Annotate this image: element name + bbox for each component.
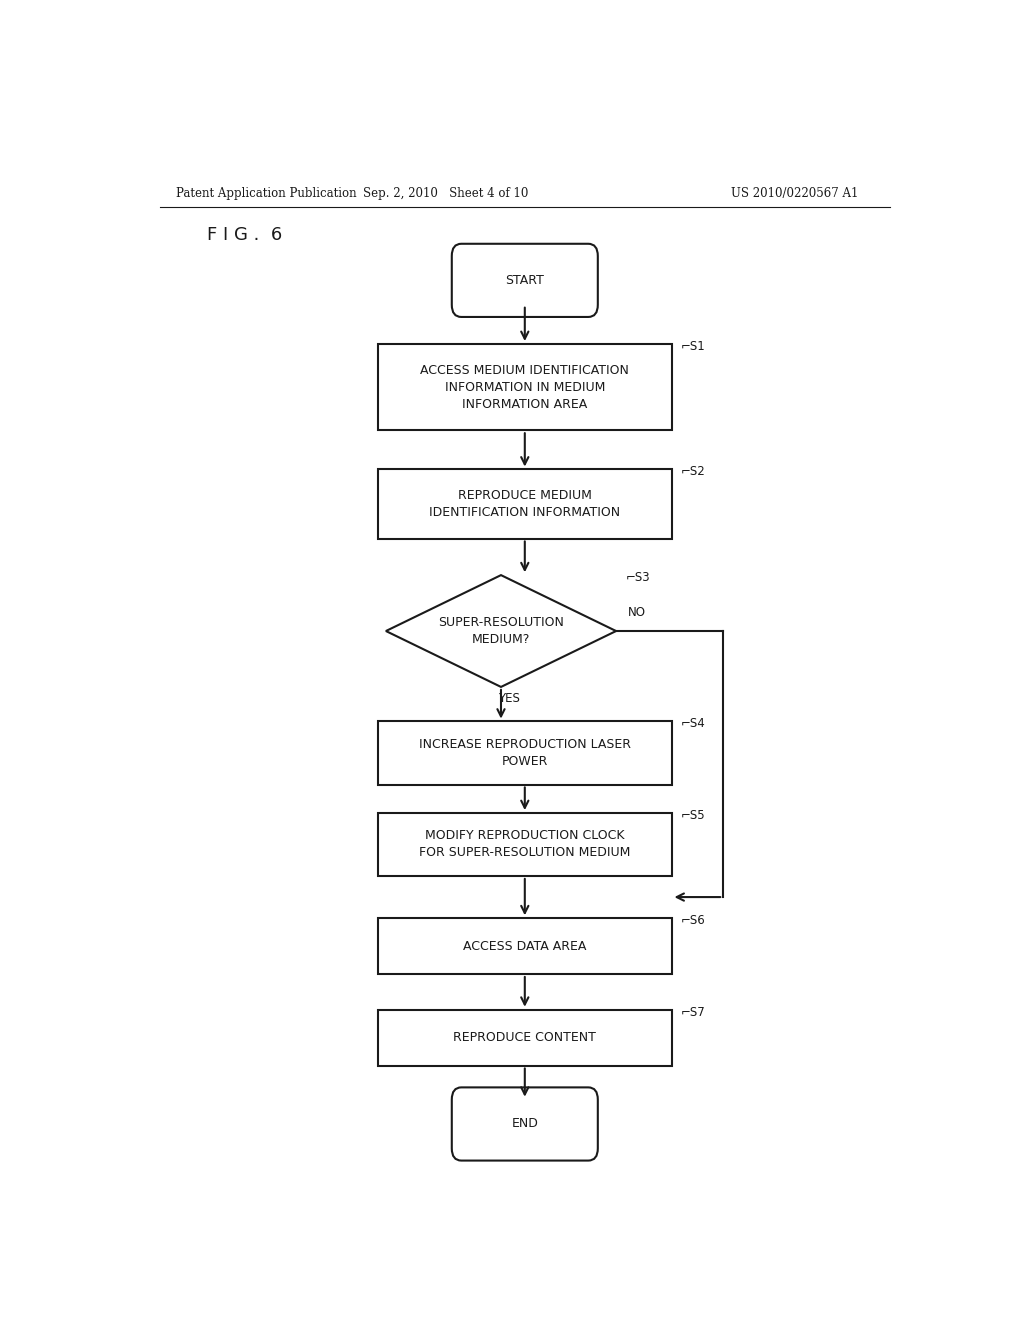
Bar: [378, 1010, 672, 1065]
Text: YES: YES: [498, 692, 520, 705]
Bar: [378, 813, 672, 876]
Text: REPRODUCE MEDIUM
IDENTIFICATION INFORMATION: REPRODUCE MEDIUM IDENTIFICATION INFORMAT…: [429, 488, 621, 519]
Text: ⌐S3: ⌐S3: [626, 572, 650, 583]
FancyBboxPatch shape: [452, 1088, 598, 1160]
Text: ⌐S7: ⌐S7: [681, 1006, 706, 1019]
Text: F I G .  6: F I G . 6: [207, 226, 283, 244]
Text: ⌐S2: ⌐S2: [681, 466, 706, 478]
Text: REPRODUCE CONTENT: REPRODUCE CONTENT: [454, 1031, 596, 1044]
Text: Sep. 2, 2010   Sheet 4 of 10: Sep. 2, 2010 Sheet 4 of 10: [362, 187, 528, 201]
FancyBboxPatch shape: [452, 244, 598, 317]
Text: INCREASE REPRODUCTION LASER
POWER: INCREASE REPRODUCTION LASER POWER: [419, 738, 631, 768]
Text: US 2010/0220567 A1: US 2010/0220567 A1: [731, 187, 858, 201]
Text: ⌐S1: ⌐S1: [681, 339, 706, 352]
Text: ⌐S4: ⌐S4: [681, 718, 706, 730]
Text: START: START: [506, 273, 544, 286]
Text: Patent Application Publication: Patent Application Publication: [176, 187, 356, 201]
Bar: [378, 345, 672, 430]
Bar: [378, 470, 672, 539]
Polygon shape: [386, 576, 616, 686]
Text: NO: NO: [628, 606, 646, 619]
Text: MODIFY REPRODUCTION CLOCK
FOR SUPER-RESOLUTION MEDIUM: MODIFY REPRODUCTION CLOCK FOR SUPER-RESO…: [419, 829, 631, 859]
Text: ⌐S6: ⌐S6: [681, 913, 706, 927]
Bar: [378, 722, 672, 784]
Text: ACCESS MEDIUM IDENTIFICATION
INFORMATION IN MEDIUM
INFORMATION AREA: ACCESS MEDIUM IDENTIFICATION INFORMATION…: [421, 363, 629, 411]
Text: ⌐S5: ⌐S5: [681, 809, 706, 822]
Bar: [378, 919, 672, 974]
Text: ACCESS DATA AREA: ACCESS DATA AREA: [463, 940, 587, 953]
Text: SUPER-RESOLUTION
MEDIUM?: SUPER-RESOLUTION MEDIUM?: [438, 616, 564, 645]
Text: END: END: [511, 1118, 539, 1130]
